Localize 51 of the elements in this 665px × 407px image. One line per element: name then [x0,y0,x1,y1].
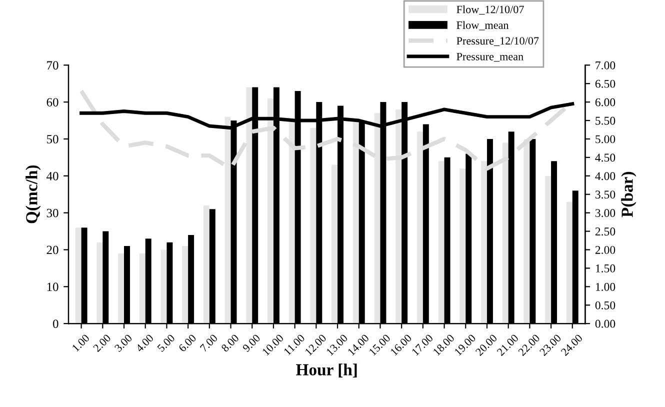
bar [118,253,124,324]
x-tick-label: 3.00 [114,334,133,352]
x-tick-label: 2.00 [92,334,112,352]
y-tick-label: 70 [47,61,58,70]
y-tick-label: 30 [46,208,58,218]
legend-label: Flow_mean [456,21,509,30]
bar [203,205,210,324]
y-tick-label: 0 [53,320,58,328]
bar [160,250,167,324]
x-tick-label: 1.00 [72,334,90,352]
x-tick-label: 6.00 [178,334,197,352]
legend-label: Pressure_mean [456,52,524,62]
y-tick-label: 50 [47,134,58,144]
y2-tick-label: 3.50 [595,190,616,199]
y2-tick-label: 1.50 [596,264,616,272]
y2-tick-label: 4.50 [595,154,616,162]
x-axis-title: Hour [h] [296,364,357,378]
y-tick-label: 20 [46,246,58,254]
y2-tick-label: 0.50 [595,301,616,310]
x-tick-label: 8.00 [220,334,240,352]
x-tick-label: 5.00 [156,334,176,352]
bar [460,168,466,324]
bar [75,228,82,324]
bar [545,176,552,324]
legend-label: Pressure_12/10/07 [456,37,539,46]
y-tick-label: 60 [46,98,58,106]
y2-tick-label: 7.00 [596,61,616,70]
y2-tick-label: 4.00 [595,172,616,180]
y2-tick-label: 2.50 [595,228,616,236]
y2-tick-label: 2.00 [595,246,616,254]
y2-tick-label: 3.00 [595,209,616,218]
y2-tick-label: 5.50 [596,116,616,125]
y2-tick-label: 6.50 [595,80,616,88]
y-axis-title: Q(mc/h) [26,165,41,224]
y-tick-label: 10 [47,282,58,292]
bar [182,246,188,324]
x-tick-label: 4.00 [135,334,154,352]
bar [566,202,572,324]
bar [332,164,338,324]
y2-tick-label: 5.00 [596,135,616,144]
bar [96,242,103,324]
bar [438,161,444,324]
x-tick-label: 7.00 [200,334,218,352]
legend-label: Flow_12/10/07 [456,5,524,15]
x-tick-label: 9.00 [242,334,261,352]
y2-tick-label: 6.00 [595,98,616,106]
y2-tick-label: 1.00 [596,282,616,291]
y2-axis-title: P(bar) [621,172,636,218]
y-tick-label: 40 [46,172,58,180]
y2-tick-label: 0.00 [595,320,616,328]
bar [139,253,146,324]
